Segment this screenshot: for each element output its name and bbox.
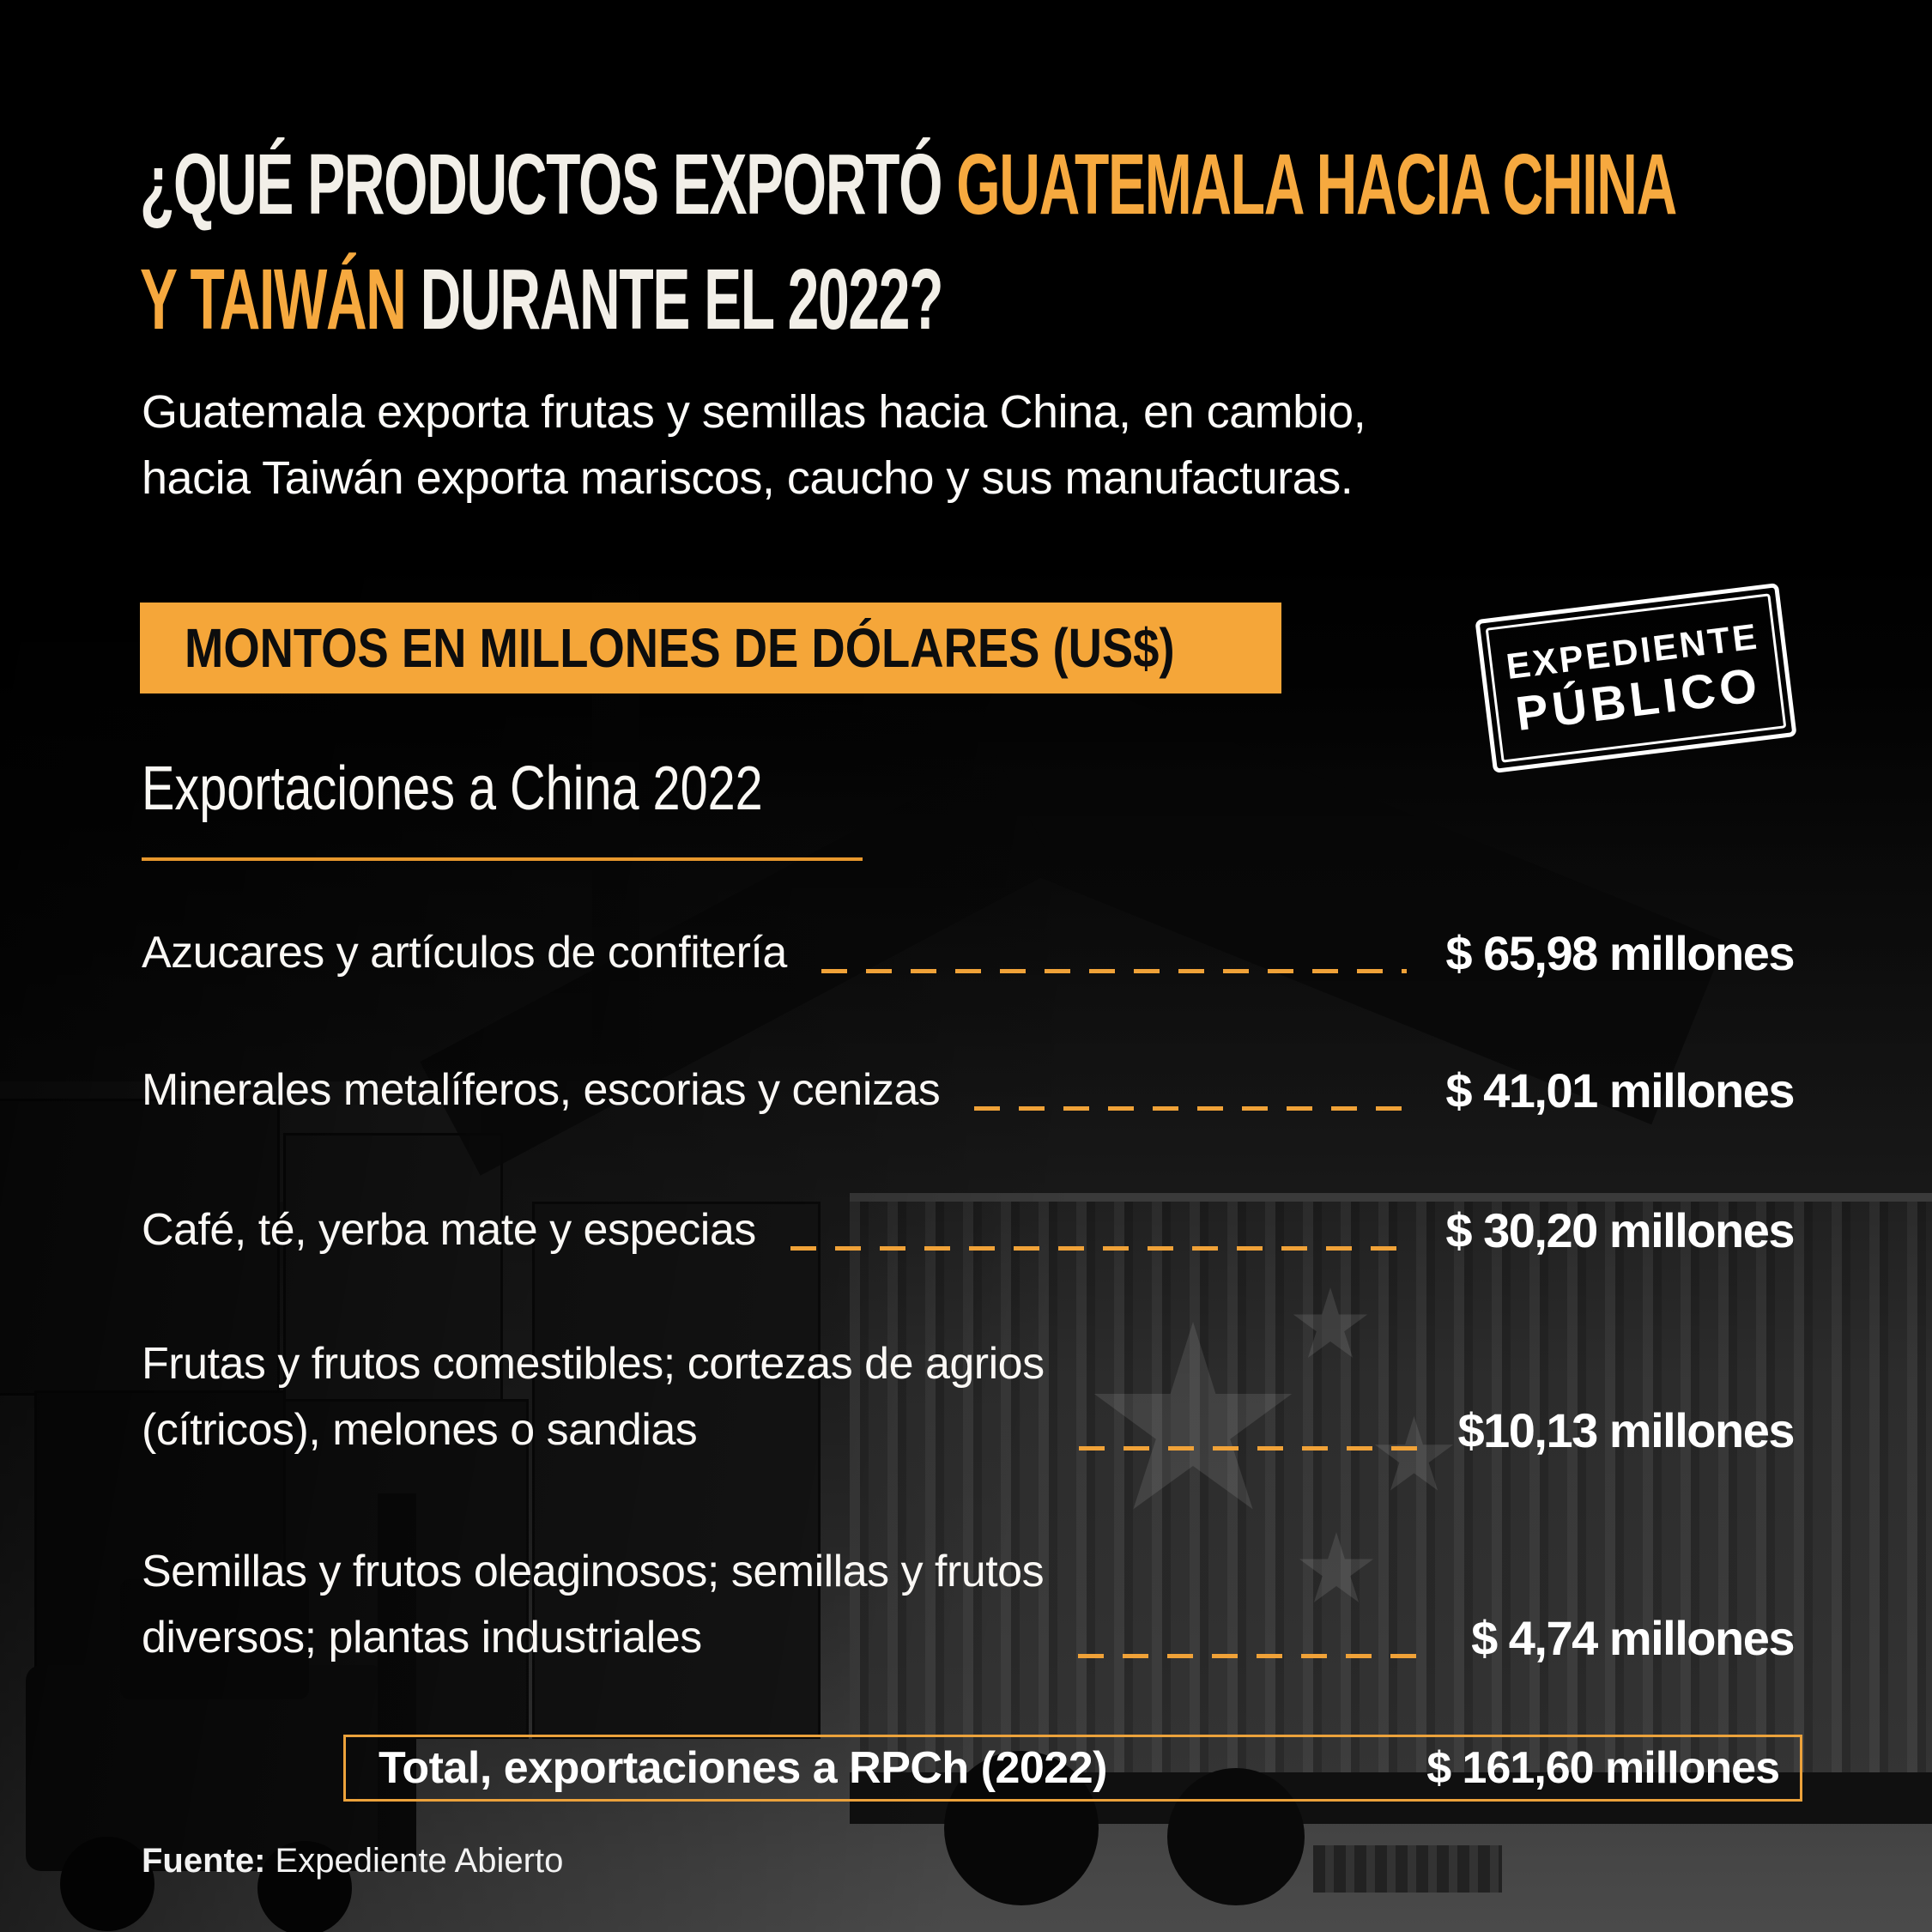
export-label: Semillas y frutos oleaginosos; semillas … [142,1539,1045,1671]
export-value: $10,13 millones [1457,1403,1795,1457]
export-label: Minerales metalíferos, escorias y ceniza… [142,1057,941,1123]
title-line1-orange: GUATEMALA HACIA CHINA [956,136,1677,233]
label-line: Minerales metalíferos, escorias y ceniza… [142,1065,941,1115]
label-line: diversos; plantas industriales [142,1613,702,1662]
subtitle-line: Guatemala exporta frutas y semillas haci… [142,386,1366,438]
export-value: $ 41,01 millones [1445,1063,1795,1117]
export-label: Café, té, yerba mate y especias [142,1197,756,1263]
page-title: ¿QUÉ PRODUCTOS EXPORTÓ GUATEMALA HACIA C… [140,127,1932,357]
subtitle-line: hacia Taiwán exporta mariscos, caucho y … [142,452,1354,504]
title-line1-white: ¿QUÉ PRODUCTOS EXPORTÓ [140,136,957,233]
export-row: Frutas y frutos comestibles; cortezas de… [142,1331,1795,1463]
total-box: Total, exportaciones a RPCh (2022) $ 161… [343,1735,1802,1802]
label-line: Frutas y frutos comestibles; cortezas de… [142,1339,1045,1389]
label-line: Azucares y artículos de confitería [142,928,787,978]
export-value: $ 65,98 millones [1445,926,1795,980]
export-label: Frutas y frutos comestibles; cortezas de… [142,1331,1045,1463]
amounts-banner-label: MONTOS EN MILLONES DE DÓLARES (US$) [185,617,1175,679]
section-header: Exportaciones a China 2022 [142,754,763,823]
source-label: Fuente: [142,1842,266,1880]
label-line: Café, té, yerba mate y especias [142,1205,756,1255]
title-line2-white: DURANTE EL 2022? [405,251,944,348]
total-value: $ 161,60 millones [1426,1743,1780,1793]
title-line-1: ¿QUÉ PRODUCTOS EXPORTÓ GUATEMALA HACIA C… [140,127,1677,242]
port-photo-background [0,532,1932,1932]
title-line2-orange: Y TAIWÁN [140,251,407,348]
total-label: Total, exportaciones a RPCh (2022) [379,1743,1107,1793]
dotted-leader [821,969,1408,973]
dotted-leader [1078,1654,1433,1658]
dotted-leader [1078,1446,1420,1451]
expediente-publico-stamp: EXPEDIENTE PÚBLICO [1475,582,1797,774]
label-line: Semillas y frutos oleaginosos; semillas … [142,1547,1045,1596]
stamp-inner-border: EXPEDIENTE PÚBLICO [1485,593,1787,763]
export-label: Azucares y artículos de confitería [142,920,787,986]
section-underline [142,857,863,861]
subtitle: Guatemala exporta frutas y semillas haci… [142,379,1366,512]
export-value: $ 4,74 millones [1471,1611,1795,1665]
label-line: (cítricos), melones o sandias [142,1405,698,1455]
title-line-2: Y TAIWÁN DURANTE EL 2022? [140,242,944,357]
export-row: Minerales metalíferos, escorias y ceniza… [142,1057,1795,1123]
export-row: Café, té, yerba mate y especias $ 30,20 … [142,1197,1795,1263]
source-note: Fuente: Expediente Abierto [142,1842,563,1881]
dotted-leader [974,1106,1408,1111]
export-row: Semillas y frutos oleaginosos; semillas … [142,1539,1795,1671]
export-row: Azucares y artículos de confitería $ 65,… [142,920,1795,986]
source-text: Expediente Abierto [265,1842,564,1880]
dotted-leader [790,1246,1408,1251]
amounts-banner: MONTOS EN MILLONES DE DÓLARES (US$) [140,603,1281,693]
export-value: $ 30,20 millones [1445,1203,1795,1257]
